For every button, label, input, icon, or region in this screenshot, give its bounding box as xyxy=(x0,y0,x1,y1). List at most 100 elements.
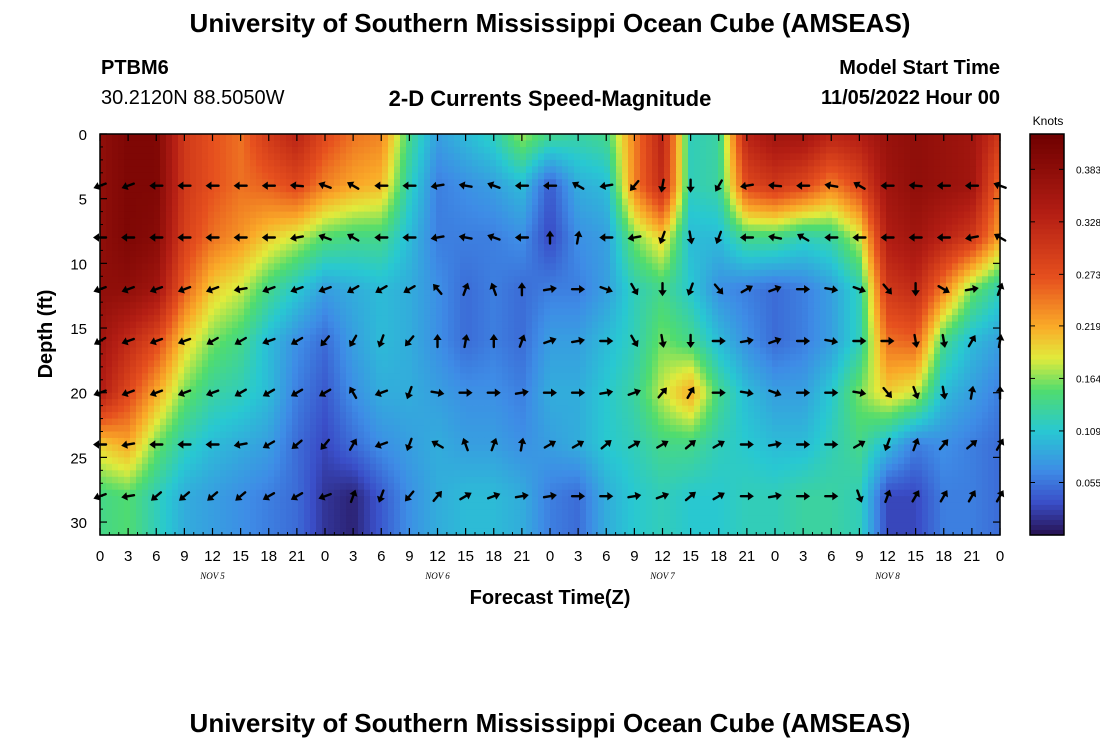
heatmap-cell xyxy=(340,218,347,226)
heatmap-cell xyxy=(118,153,125,161)
heatmap-cell xyxy=(436,340,443,349)
heatmap-cell xyxy=(712,153,719,161)
heatmap-cell xyxy=(214,198,221,206)
heatmap-cell xyxy=(610,211,617,219)
heatmap-cell xyxy=(910,198,917,206)
heatmap-cell xyxy=(220,308,227,316)
heatmap-cell xyxy=(844,250,851,258)
heatmap-cell xyxy=(868,224,875,232)
heatmap-cell xyxy=(142,198,149,206)
heatmap-cell xyxy=(370,328,377,336)
heatmap-cell xyxy=(832,237,839,245)
heatmap-cell xyxy=(124,302,131,310)
heatmap-cell xyxy=(946,243,953,252)
heatmap-cell xyxy=(196,250,203,258)
heatmap-cell xyxy=(928,256,935,264)
heatmap-cell xyxy=(472,315,479,323)
heatmap-cell xyxy=(256,179,263,187)
heatmap-cell xyxy=(400,269,407,277)
heatmap-cell xyxy=(652,269,659,277)
heatmap-cell xyxy=(220,211,227,219)
heatmap-cell xyxy=(184,263,191,271)
heatmap-cell xyxy=(334,256,341,264)
heatmap-cell xyxy=(982,224,989,232)
heatmap-cell xyxy=(130,172,137,180)
heatmap-cell xyxy=(592,328,599,336)
heatmap-cell xyxy=(670,185,677,193)
heatmap-cell xyxy=(646,231,653,239)
heatmap-cell xyxy=(778,146,785,155)
heatmap-cell xyxy=(106,140,113,148)
heatmap-cell xyxy=(550,211,557,219)
heatmap-cell xyxy=(598,340,605,349)
heatmap-cell xyxy=(340,231,347,239)
heatmap-cell xyxy=(160,211,167,219)
heatmap-cell xyxy=(832,340,839,349)
heatmap-cell xyxy=(694,243,701,252)
heatmap-cell xyxy=(592,224,599,232)
heatmap-cell xyxy=(526,205,533,213)
heatmap-cell xyxy=(892,185,899,193)
heatmap-cell xyxy=(724,250,731,258)
heatmap-cell xyxy=(586,159,593,167)
heatmap-cell xyxy=(598,256,605,264)
heatmap-cell xyxy=(640,340,647,349)
heatmap-cell xyxy=(550,224,557,232)
heatmap-cell xyxy=(520,140,527,148)
heatmap-cell xyxy=(850,218,857,226)
heatmap-cell xyxy=(316,328,323,336)
heatmap-cell xyxy=(976,198,983,206)
heatmap-cell xyxy=(748,302,755,310)
heatmap-cell xyxy=(328,134,335,142)
heatmap-cell xyxy=(730,205,737,213)
heatmap-cell xyxy=(394,185,401,193)
heatmap-cell xyxy=(730,153,737,161)
heatmap-cell xyxy=(334,134,341,142)
heatmap-cell xyxy=(454,256,461,264)
heatmap-cell xyxy=(898,224,905,232)
heatmap-cell xyxy=(172,192,179,200)
heatmap-cell xyxy=(268,347,275,355)
heatmap-cell xyxy=(766,185,773,193)
heatmap-cell xyxy=(364,224,371,232)
heatmap-cell xyxy=(394,295,401,303)
heatmap-cell xyxy=(250,134,257,142)
heatmap-cell xyxy=(442,328,449,336)
heatmap-cell xyxy=(148,211,155,219)
heatmap-cell xyxy=(334,302,341,310)
heatmap-cell xyxy=(262,243,269,252)
heatmap-cell xyxy=(850,250,857,258)
heatmap-cell xyxy=(670,315,677,323)
heatmap-cell xyxy=(898,166,905,174)
heatmap-cell xyxy=(598,269,605,277)
heatmap-cell xyxy=(604,321,611,329)
heatmap-cell xyxy=(322,140,329,148)
heatmap-cell xyxy=(658,166,665,174)
heatmap-cell xyxy=(310,276,317,284)
heatmap-cell xyxy=(988,308,995,316)
heatmap-cell xyxy=(886,315,893,323)
heatmap-cell xyxy=(592,269,599,277)
heatmap-cell xyxy=(550,269,557,277)
heatmap-cell xyxy=(862,153,869,161)
heatmap-cell xyxy=(670,179,677,187)
heatmap-cell xyxy=(988,159,995,167)
heatmap-cell xyxy=(886,231,893,239)
heatmap-cell xyxy=(646,243,653,252)
heatmap-cell xyxy=(634,315,641,323)
heatmap-cell xyxy=(544,224,551,232)
heatmap-cell xyxy=(676,269,683,277)
heatmap-cell xyxy=(808,328,815,336)
heatmap-cell xyxy=(556,146,563,155)
heatmap-cell xyxy=(508,263,515,271)
heatmap-cell xyxy=(514,315,521,323)
heatmap-cell xyxy=(730,237,737,245)
heatmap-cell xyxy=(748,179,755,187)
heatmap-cell xyxy=(484,205,491,213)
heatmap-cell xyxy=(700,218,707,226)
heatmap-cell xyxy=(424,282,431,290)
heatmap-cell xyxy=(892,192,899,200)
heatmap-cell xyxy=(466,192,473,200)
heatmap-cell xyxy=(148,282,155,290)
heatmap-cell xyxy=(190,231,197,239)
